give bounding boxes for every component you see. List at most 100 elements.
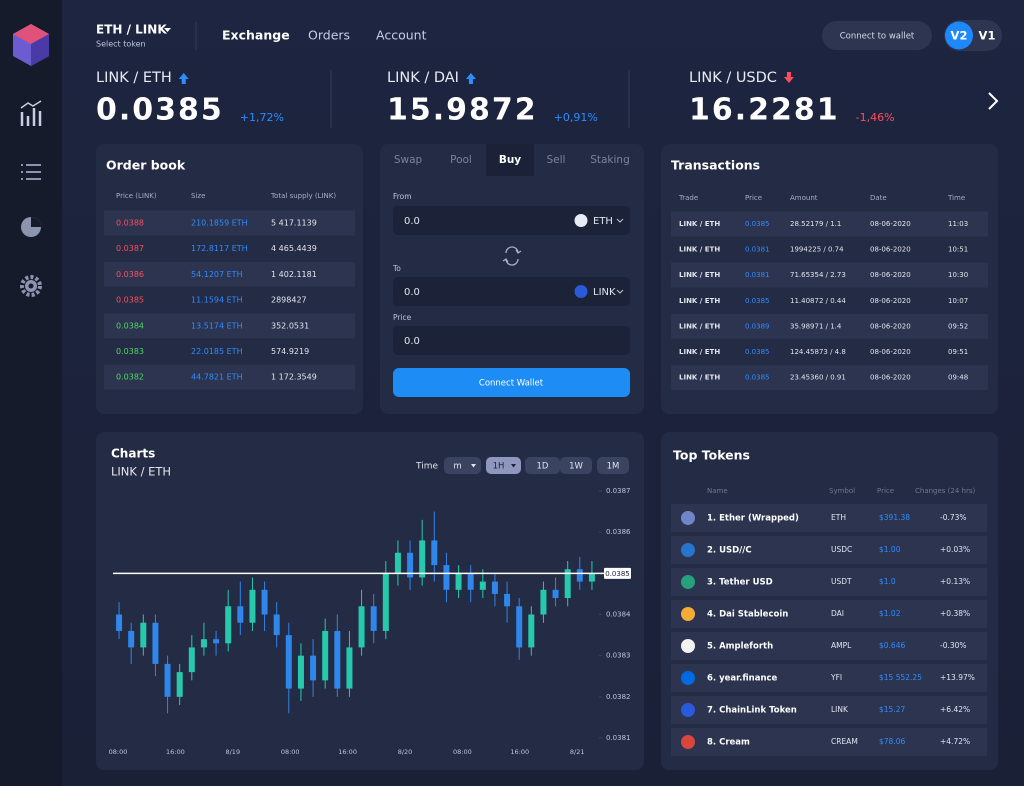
trade-tab[interactable]: Swap <box>394 154 423 166</box>
candle-body <box>152 622 159 664</box>
interval-button[interactable] <box>444 457 481 474</box>
x-tick-label: 8/20 <box>398 748 413 756</box>
transaction-cell: 08-06-2020 <box>870 348 911 356</box>
chart-subtitle: LINK / ETH <box>111 465 171 479</box>
ticker-price: 15.9872 <box>387 93 538 128</box>
token-change: -0.30% <box>940 641 967 650</box>
token-price: $1.02 <box>879 609 901 618</box>
candle-body <box>225 606 232 644</box>
ticker-pair: LINK / ETH <box>96 70 172 86</box>
row-band <box>671 313 988 339</box>
field-label: From <box>393 192 412 201</box>
token-name: 5. Ampleforth <box>707 642 773 652</box>
input-field[interactable] <box>393 277 630 306</box>
order-total: 5 417.1139 <box>271 219 317 228</box>
order-total: 2898427 <box>271 296 307 305</box>
nav-link[interactable]: Account <box>376 28 427 43</box>
nav-link[interactable]: Exchange <box>222 28 290 43</box>
interval-button[interactable] <box>560 457 592 474</box>
token-name: 3. Tether USD <box>707 578 773 588</box>
interval-button[interactable] <box>525 457 560 474</box>
token-name: 6. year.finance <box>707 674 778 684</box>
input-value: 0.0 <box>404 287 420 298</box>
candle-body <box>128 630 135 648</box>
swap-icon[interactable] <box>502 246 522 266</box>
trade-tab[interactable]: Sell <box>547 154 566 166</box>
token-select[interactable]: ETH <box>593 216 613 227</box>
candle-body <box>588 573 595 582</box>
y-tick-label: 0.0383 <box>606 652 631 660</box>
trend-arrow <box>783 72 794 83</box>
trade-tab[interactable]: Staking <box>590 154 630 166</box>
card-title: Transactions <box>671 158 760 173</box>
interval-label: 1H <box>493 462 505 472</box>
row-band <box>671 600 987 628</box>
chart-title: Charts <box>111 447 155 461</box>
transaction-cell: LINK / ETH <box>679 271 720 279</box>
token-symbol: USDT <box>831 577 852 586</box>
transaction-cell: 08-06-2020 <box>870 271 911 279</box>
trade-tab[interactable]: Pool <box>450 154 472 166</box>
order-total: 1 402.1181 <box>271 270 317 279</box>
version-option[interactable]: V1 <box>979 29 996 43</box>
token-icon <box>574 285 588 298</box>
version-option[interactable]: V2 <box>951 29 968 43</box>
row-band <box>671 568 987 596</box>
candle-body <box>213 639 220 644</box>
pair-dropdown[interactable] <box>164 28 171 32</box>
token-change: +0.38% <box>940 609 970 618</box>
transaction-cell: LINK / ETH <box>679 246 720 254</box>
token-select[interactable]: LINK <box>593 287 616 298</box>
input-field[interactable] <box>393 326 630 355</box>
nav-link[interactable]: Orders <box>308 28 350 43</box>
candle-body <box>188 647 195 673</box>
transaction-cell: LINK / ETH <box>679 297 720 305</box>
nav-icon-settings[interactable] <box>20 275 42 297</box>
token-icon <box>681 671 695 685</box>
y-tick-label: 0.0384 <box>606 611 631 619</box>
candle-body <box>370 606 377 631</box>
nav-icon-pie[interactable] <box>21 217 41 237</box>
interval-button[interactable] <box>486 457 521 474</box>
transaction-cell: 09:52 <box>948 322 968 330</box>
next-arrow[interactable] <box>988 92 999 110</box>
order-size: 11.1594 ETH <box>191 296 243 305</box>
nav-icon-chart[interactable] <box>20 100 42 126</box>
ticker-pair: LINK / USDC <box>689 70 777 86</box>
transaction-cell: 09:51 <box>948 348 968 356</box>
pair-selector[interactable]: ETH / LINK <box>96 23 167 37</box>
input-field[interactable] <box>393 206 630 235</box>
token-symbol: ETH <box>831 513 846 522</box>
x-tick-label: 16:00 <box>338 748 357 756</box>
transaction-cell: LINK / ETH <box>679 220 720 228</box>
nav-icon-list[interactable] <box>21 164 41 180</box>
logo <box>13 24 49 66</box>
chart-card <box>96 432 644 770</box>
time-label: Time <box>415 462 438 472</box>
transaction-cell: 08-06-2020 <box>870 297 911 305</box>
x-tick-label: 08:00 <box>109 748 128 756</box>
token-symbol: AMPL <box>831 641 852 650</box>
connect-wallet-button[interactable] <box>393 368 630 397</box>
version-active <box>945 21 973 50</box>
column-header: Changes (24 hrs) <box>915 487 975 495</box>
transaction-cell: 0.0381 <box>745 271 770 279</box>
trend-arrow <box>465 73 476 84</box>
connect-label: Connect to wallet <box>840 32 915 42</box>
transaction-cell: 0.0385 <box>745 220 770 228</box>
column-header: Size <box>191 192 205 200</box>
button-label: Connect Wallet <box>479 379 544 389</box>
token-icon <box>681 607 695 621</box>
interval-button[interactable] <box>597 457 629 474</box>
candle-body <box>479 581 486 590</box>
connect-button[interactable] <box>822 21 932 50</box>
trade-tab[interactable]: Buy <box>499 154 521 166</box>
ticker-change: +0,91% <box>554 111 598 124</box>
token-price: $1.00 <box>879 545 901 554</box>
transaction-cell: 0.0381 <box>745 246 770 254</box>
token-name: 1. Ether (Wrapped) <box>707 514 799 524</box>
interval-label: 1W <box>569 462 583 472</box>
transaction-cell: 08-06-2020 <box>870 374 911 382</box>
transaction-cell: 10:07 <box>948 297 968 305</box>
candle-body <box>261 589 268 615</box>
